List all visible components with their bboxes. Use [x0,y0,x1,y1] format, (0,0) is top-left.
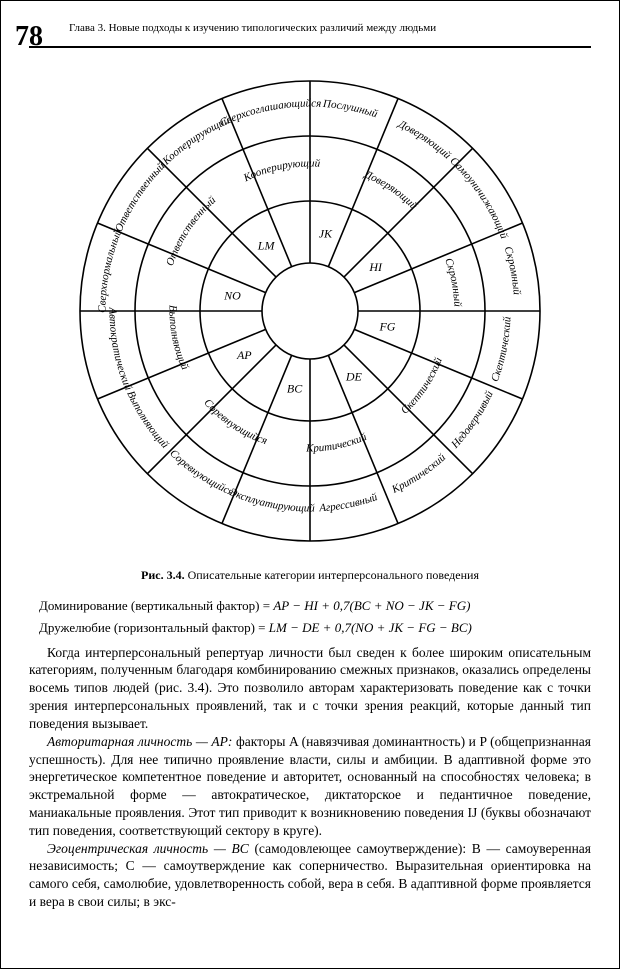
svg-text:Ответственный: Ответственный [164,193,219,267]
page-number: 78 [15,19,43,56]
svg-text:Соревнующийся: Соревнующийся [167,447,235,498]
para2-rest: факторы A (навязчивая доминантность) и P… [29,734,591,838]
svg-text:Самоуничижающий: Самоуничижающий [447,154,510,240]
figure-caption: Рис. 3.4. Описательные категории интерпе… [29,568,591,584]
svg-text:Соревнующийся: Соревнующийся [201,396,268,446]
svg-text:Послушный: Послушный [322,97,380,120]
svg-text:Кооперирующий: Кооперирующий [241,157,321,184]
formula1-expr: AP − HI + 0,7(BC + NO − JK − FG) [273,598,470,613]
svg-text:Сверхсоглашающийся: Сверхсоглашающийся [218,97,322,129]
svg-text:Скептический: Скептический [489,315,514,382]
svg-text:NO: NO [223,288,241,302]
header-rule [29,46,591,48]
svg-text:AP: AP [236,347,252,361]
svg-text:Скромный: Скромный [442,256,463,307]
formula-friendliness: Дружелюбие (горизонтальный фактор) = LM … [39,619,591,636]
circumplex-diagram: Послушный Доверяющий Самоуничижающий Скромн… [29,66,591,556]
svg-text:DE: DE [345,369,363,383]
svg-text:BC: BC [287,381,303,395]
svg-text:FG: FG [378,319,395,333]
caption-text: Описательные категории интерперсональног… [185,568,479,582]
svg-text:Сверхнормальный: Сверхнормальный [96,227,124,313]
circumplex-svg: Послушный Доверяющий Самоуничижающий Скромн… [65,66,555,556]
para3-lead: Эгоцентрическая личность — BC [47,841,249,856]
formula2-label: Дружелюбие (горизонтальный фактор) = [39,620,269,635]
svg-text:HI: HI [368,260,383,274]
header: Глава 3. Новые подходы к изучению типоло… [29,19,591,36]
formula-dominance: Доминирование (вертикальный фактор) = AP… [39,597,591,614]
svg-text:Критический: Критический [305,430,369,454]
caption-number: Рис. 3.4. [141,568,185,582]
svg-text:Агрессивный: Агрессивный [318,491,379,514]
body-text: Когда интерперсональный репертуар личнос… [29,644,591,911]
svg-text:Выполняющий: Выполняющий [166,304,191,371]
svg-text:LM: LM [257,238,276,252]
svg-text:Скромный: Скромный [502,244,523,295]
svg-text:Выполняющий: Выполняющий [124,389,171,451]
svg-text:Доверяющий: Доверяющий [362,168,420,212]
svg-text:Недоверчивый: Недоверчивый [448,388,495,451]
formula2-expr: LM − DE + 0,7(NO + JK − FG − BC) [269,620,472,635]
paragraph-1: Когда интерперсональный репертуар личнос… [29,644,591,733]
para2-lead: Авторитарная личность — AP: [47,734,232,749]
svg-text:JK: JK [319,226,333,240]
svg-text:Эксплуатирующий: Эксплуатирующий [228,486,316,514]
formula1-label: Доминирование (вертикальный фактор) = [39,598,273,613]
chapter-title: Глава 3. Новые подходы к изучению типоло… [69,21,436,36]
paragraph-2: Авторитарная личность — AP: факторы A (н… [29,733,591,840]
svg-text:Автократический: Автократический [106,306,134,392]
svg-text:Критический: Критический [389,451,448,496]
paragraph-3: Эгоцентрическая личность — BC (самодовле… [29,840,591,911]
